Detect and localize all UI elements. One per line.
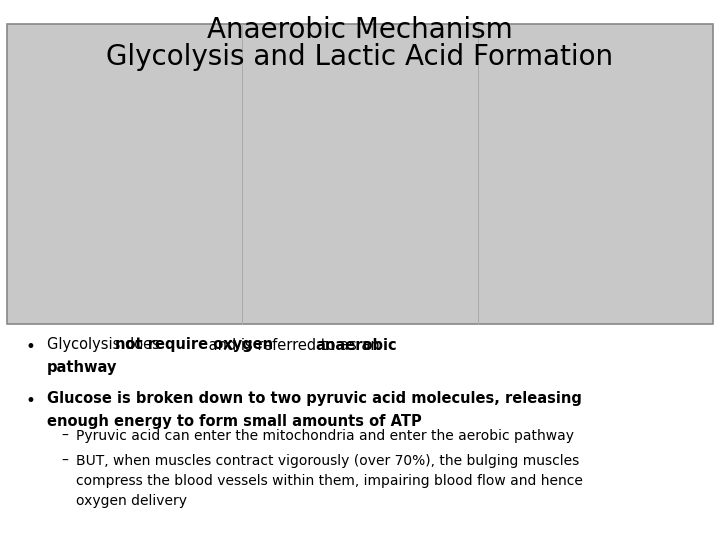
Text: pathway: pathway — [47, 360, 117, 375]
Text: Glycolysis does: Glycolysis does — [47, 338, 164, 353]
Text: Glycolysis and Lactic Acid Formation: Glycolysis and Lactic Acid Formation — [107, 43, 613, 71]
Text: compress the blood vessels within them, impairing blood flow and hence: compress the blood vessels within them, … — [76, 474, 582, 488]
Text: –: – — [61, 429, 68, 443]
Text: anaerobic: anaerobic — [315, 338, 397, 353]
Text: Anaerobic Mechanism: Anaerobic Mechanism — [207, 16, 513, 44]
Text: •: • — [25, 392, 35, 409]
Text: –: – — [61, 454, 68, 468]
Text: Pyruvic acid can enter the mitochondria and enter the aerobic pathway: Pyruvic acid can enter the mitochondria … — [76, 429, 574, 443]
Text: BUT, when muscles contract vigorously (over 70%), the bulging muscles: BUT, when muscles contract vigorously (o… — [76, 454, 579, 468]
Text: not require oxygen: not require oxygen — [115, 338, 274, 353]
Text: and is referred to as an: and is referred to as an — [204, 338, 384, 353]
Bar — [7, 24, 713, 324]
Text: enough energy to form small amounts of ATP: enough energy to form small amounts of A… — [47, 414, 421, 429]
Text: •: • — [25, 338, 35, 355]
Text: oxygen delivery: oxygen delivery — [76, 494, 186, 508]
Text: Glucose is broken down to two pyruvic acid molecules, releasing: Glucose is broken down to two pyruvic ac… — [47, 392, 582, 407]
